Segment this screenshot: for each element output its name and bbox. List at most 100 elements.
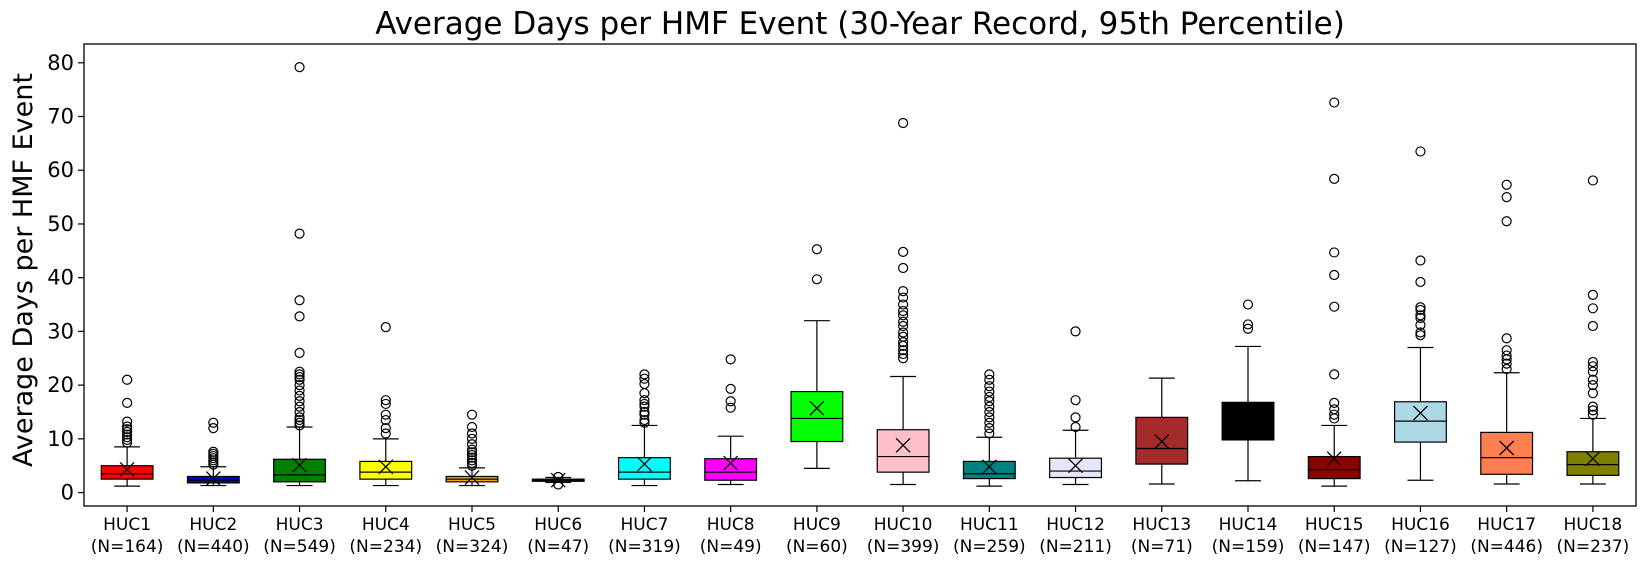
box-iqr [790, 390, 844, 443]
outlier-point [466, 457, 478, 469]
outlier-point [553, 479, 564, 490]
outlier-point [1329, 247, 1340, 258]
x-tick-sublabel: (N=211) [1039, 537, 1112, 557]
outlier-point [380, 398, 391, 410]
outlier-point [1587, 366, 1598, 377]
outlier-point [466, 421, 478, 433]
outlier-point [898, 246, 909, 257]
outlier-point [294, 390, 305, 401]
outlier-point [1329, 404, 1340, 415]
y-tick-label: 50 [47, 212, 74, 236]
box-huc3 [273, 61, 327, 487]
box-huc18 [1566, 175, 1620, 485]
outlier-point [639, 417, 650, 428]
x-tick-sublabel: (N=60) [786, 537, 848, 557]
mean-marker [1499, 440, 1515, 456]
outlier-point [1501, 345, 1512, 356]
x-tick-label: HUC8 [707, 515, 755, 535]
outlier-point [984, 401, 995, 412]
y-tick-label: 20 [47, 373, 74, 397]
outlier-point [639, 401, 650, 412]
outlier-point [639, 398, 650, 410]
outlier-point [122, 374, 133, 385]
outlier-point [984, 428, 995, 439]
outlier-point [208, 446, 219, 457]
outlier-point [294, 406, 305, 418]
box-iqr [1221, 401, 1275, 441]
outlier-point [294, 311, 305, 322]
outlier-point [898, 305, 909, 317]
outlier-point [898, 331, 909, 342]
outlier-point [553, 471, 564, 483]
outlier-point [294, 417, 305, 428]
box-iqr [704, 458, 758, 481]
box-iqr [617, 457, 671, 480]
box-huc6 [531, 471, 585, 490]
outlier-point [1415, 312, 1426, 324]
x-tick-sublabel: (N=127) [1384, 537, 1457, 557]
outlier-point [294, 347, 305, 358]
mean-marker [464, 470, 480, 485]
outlier-point [811, 274, 822, 285]
x-tick-sublabel: (N=259) [953, 537, 1026, 557]
box-iqr [1480, 431, 1534, 475]
outlier-point [1587, 289, 1598, 300]
outlier-point [294, 369, 305, 380]
outlier-point [208, 423, 219, 434]
outlier-point [984, 381, 995, 392]
outlier-point [1501, 192, 1512, 203]
outlier-point [1587, 401, 1598, 412]
outlier-point [898, 327, 909, 338]
outlier-point [380, 414, 391, 426]
outlier-point [294, 385, 305, 396]
x-tick-sublabel: (N=237) [1557, 537, 1630, 557]
mean-marker [205, 471, 221, 487]
x-tick-label: HUC15 [1305, 515, 1364, 535]
x-tick-label: HUC1 [103, 515, 151, 535]
x-tick-sublabel: (N=71) [1131, 537, 1193, 557]
outlier-point [466, 455, 478, 466]
mean-marker [1240, 408, 1256, 424]
outlier-point [1415, 146, 1426, 157]
outlier-point [1329, 397, 1340, 408]
outlier-point [466, 460, 478, 471]
y-axis-label: Average Days per HMF Event [8, 73, 39, 467]
mean-marker [1585, 451, 1601, 467]
outlier-point [898, 310, 909, 321]
x-tick-label: HUC5 [448, 515, 496, 535]
box-iqr [1049, 457, 1103, 479]
outlier-point [1415, 327, 1426, 338]
outlier-point [1587, 356, 1598, 368]
mean-marker [636, 456, 652, 472]
outlier-point [898, 320, 909, 332]
outlier-point [1070, 326, 1081, 337]
outlier-point [466, 409, 478, 420]
outlier-point [1070, 395, 1081, 406]
box-huc14 [1221, 299, 1275, 482]
outlier-point [294, 366, 305, 377]
box-iqr [100, 465, 154, 480]
box-huc8 [704, 354, 758, 486]
outlier-point [122, 416, 133, 427]
outlier-point [984, 423, 995, 434]
box-huc11 [962, 369, 1016, 487]
x-tick-label: HUC16 [1391, 515, 1450, 535]
mean-marker [1068, 458, 1084, 474]
mean-marker [895, 437, 911, 453]
outlier-point [725, 402, 736, 413]
box-iqr [1393, 401, 1447, 443]
outlier-point [1587, 320, 1598, 332]
outlier-point [984, 406, 995, 418]
x-tick-sublabel: (N=440) [177, 537, 250, 557]
outlier-point [898, 117, 909, 129]
x-tick-sublabel: (N=399) [867, 537, 940, 557]
outlier-point [898, 353, 909, 364]
outlier-point [1587, 380, 1598, 391]
outlier-point [122, 434, 133, 446]
outlier-point [639, 406, 650, 418]
box-huc2 [186, 417, 240, 487]
outlier-point [122, 421, 133, 432]
box-huc9 [790, 244, 844, 469]
outlier-point [1587, 409, 1598, 420]
